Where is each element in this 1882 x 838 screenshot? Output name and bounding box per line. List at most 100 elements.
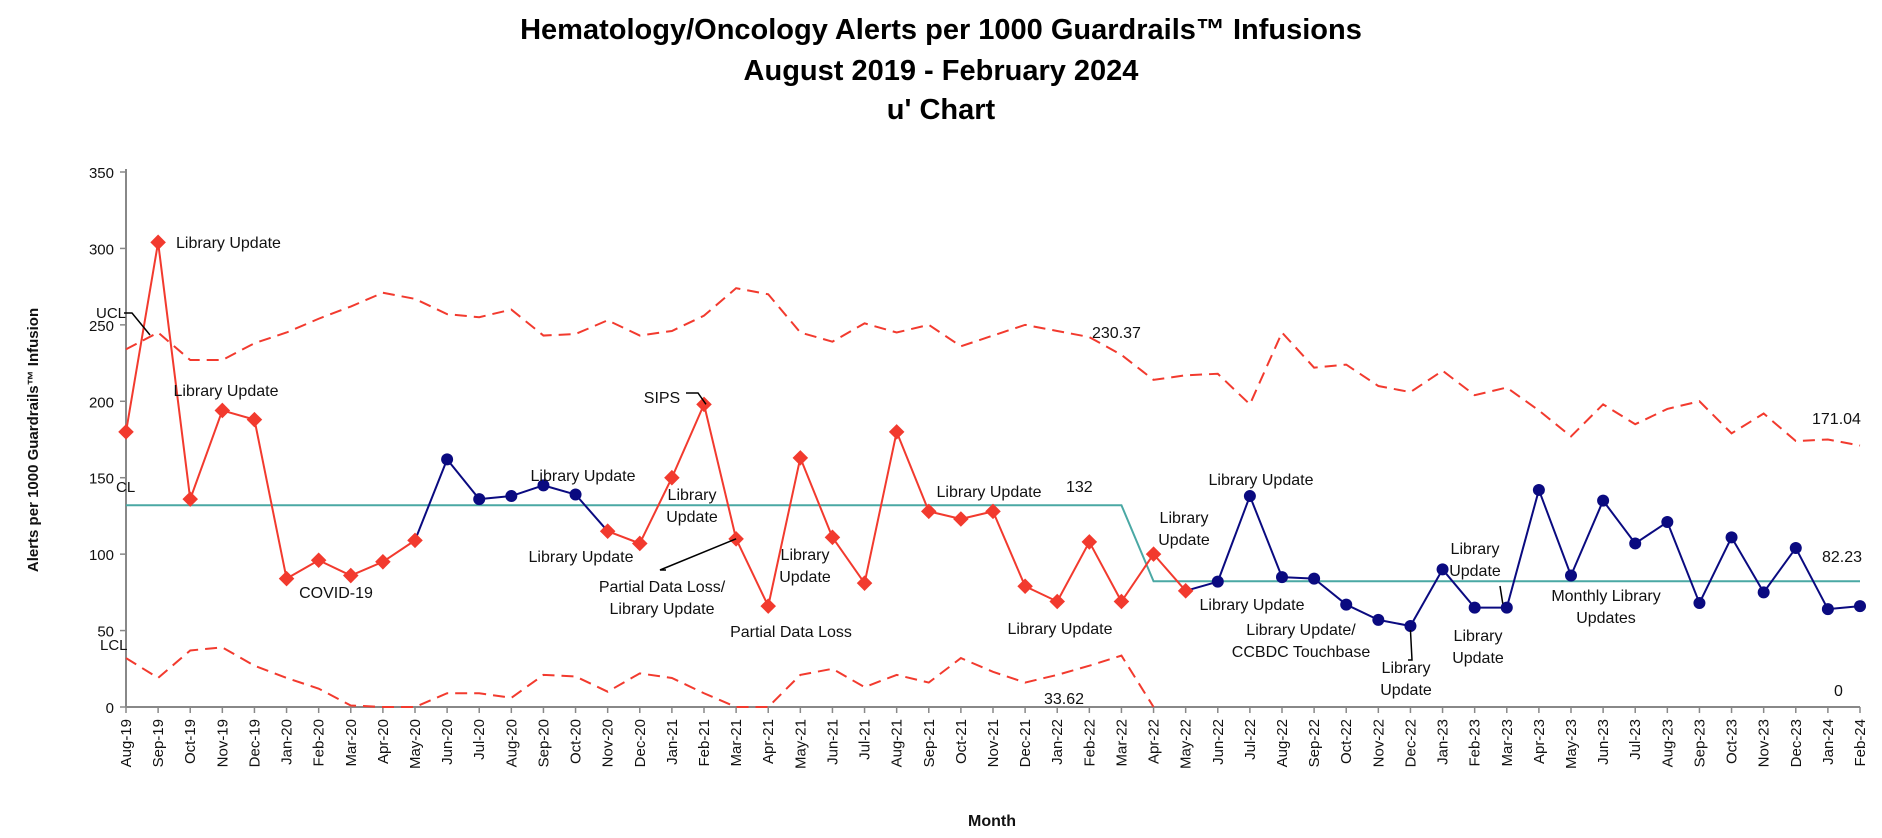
data-point-special	[1532, 483, 1545, 496]
annotation: Library Update	[779, 547, 831, 586]
data-point	[150, 234, 166, 251]
annotation-line: Library Update	[1200, 597, 1305, 614]
annotation-leader-line	[659, 538, 737, 571]
annotation-line: Library Update	[1209, 472, 1314, 489]
series-segment	[1120, 553, 1155, 603]
x-tick-label: Mar-20	[343, 719, 360, 767]
annotation: Library Update/CCBDC Touchbase	[1232, 622, 1371, 661]
data-point	[342, 567, 359, 584]
x-tick-label: Feb-21	[696, 719, 713, 767]
x-tick-label: Dec-21	[1017, 719, 1034, 767]
series-segment	[1313, 577, 1347, 606]
x-tick-label: Apr-23	[1531, 719, 1548, 764]
annotation: Library Update	[1008, 621, 1113, 638]
annotation-line: Update	[1449, 563, 1501, 580]
data-point-special	[1276, 571, 1288, 584]
series-segment	[414, 459, 449, 541]
x-tick-label: Nov-21	[985, 719, 1002, 767]
annotation: Library Update	[1452, 628, 1504, 667]
x-tick-label: Mar-22	[1113, 719, 1130, 767]
series-segment	[253, 419, 288, 579]
annotation: Library Update	[1158, 510, 1210, 549]
x-tick-label: May-20	[407, 719, 424, 769]
x-tick-label: Sep-19	[150, 719, 167, 767]
data-point-special	[1308, 572, 1321, 585]
lcl-line	[125, 646, 1155, 708]
ucl-label: UCL	[96, 305, 126, 322]
series-segment	[1088, 541, 1123, 603]
series-segment	[670, 403, 705, 479]
annotation: Library Update	[1209, 472, 1314, 489]
data-point-special	[1565, 569, 1577, 582]
series-segment	[992, 510, 1027, 587]
value-label: 171.04	[1812, 411, 1861, 428]
y-tick-label: 100	[89, 547, 114, 564]
annotation-line: Library Update	[174, 383, 279, 400]
series-segment	[189, 410, 224, 500]
x-tick-label: Dec-19	[246, 719, 263, 767]
data-point-special	[1693, 597, 1706, 610]
data-point	[375, 554, 391, 570]
data-point	[246, 411, 263, 428]
series-segment	[1666, 521, 1701, 604]
annotation: Library Update	[666, 487, 718, 526]
data-point	[407, 532, 423, 549]
data-point-special	[1404, 619, 1417, 632]
series-segment	[574, 493, 609, 532]
data-point-special	[1629, 537, 1642, 550]
series-segment	[1602, 500, 1637, 545]
x-tick-label: Jul-23	[1627, 719, 1644, 760]
annotation-line: Library Update	[1008, 621, 1113, 638]
y-tick-label: 250	[89, 318, 114, 335]
series-segment	[735, 538, 770, 607]
annotation-line: Partial Data Loss/	[599, 579, 726, 596]
data-point-special	[1725, 531, 1738, 544]
series-segment	[1216, 495, 1251, 583]
chart-subtitle: August 2019 - February 2024	[743, 55, 1139, 87]
data-point-special	[473, 493, 486, 506]
ucl-line	[125, 287, 1861, 447]
series-segment	[318, 559, 352, 577]
chart-type-label: u' Chart	[886, 94, 996, 126]
annotation-line: Library	[1160, 510, 1209, 527]
series-segment	[446, 458, 481, 500]
data-point	[1049, 593, 1066, 610]
x-tick-label: Sep-21	[921, 719, 938, 767]
data-point	[953, 511, 969, 527]
annotation-line: SIPS	[644, 390, 680, 407]
series-segment	[863, 431, 898, 584]
series-segment	[1024, 585, 1058, 603]
value-label: 230.37	[1092, 325, 1141, 342]
series-segment	[1409, 568, 1444, 627]
x-tick-label: Nov-20	[600, 719, 617, 767]
series-segment	[157, 242, 192, 500]
y-axis-label: Alerts per 1000 Guardrails™ Infusion	[25, 308, 42, 572]
annotation-line: CCBDC Touchbase	[1232, 644, 1371, 661]
x-tick-label: Oct-21	[953, 719, 970, 764]
annotation-line: Library Update/	[1246, 622, 1356, 639]
x-tick-label: Jun-22	[1210, 719, 1227, 765]
annotation-line: Update	[1452, 650, 1504, 667]
x-tick-label: Sep-23	[1691, 719, 1708, 767]
annotation-line: Library Update	[176, 235, 281, 252]
data-point-special	[1597, 494, 1610, 507]
data-point-special	[1821, 603, 1834, 616]
annotation: Library Update	[937, 484, 1042, 501]
y-tick-label: 0	[106, 700, 114, 717]
annotation-line: Library	[668, 487, 717, 504]
x-tick-label: Oct-19	[182, 719, 199, 764]
series-segment	[382, 539, 416, 563]
cl-label: CL	[116, 479, 135, 496]
y-tick-label: 200	[89, 394, 114, 411]
series-segment	[1056, 541, 1091, 603]
lcl-label: LCL	[100, 637, 128, 654]
x-tick-label: Nov-19	[214, 719, 231, 767]
x-tick-label: Dec-23	[1788, 719, 1805, 767]
data-point-special	[1372, 613, 1385, 626]
data-point-special	[1500, 601, 1513, 614]
data-point-special	[1340, 598, 1353, 611]
data-point	[888, 424, 905, 440]
annotation: Library Update	[1449, 541, 1501, 580]
data-point	[1177, 583, 1194, 599]
data-point-special	[1757, 586, 1770, 599]
